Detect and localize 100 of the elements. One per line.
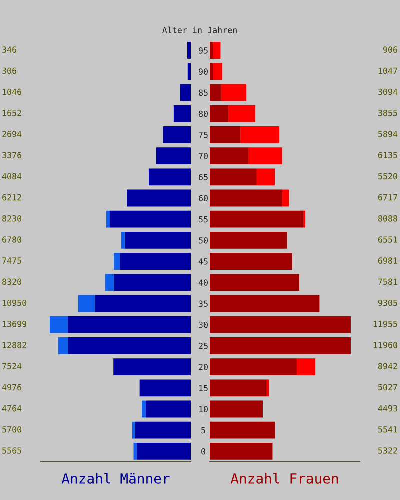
text: 8942 xyxy=(378,363,398,370)
bar xyxy=(121,232,126,249)
bar xyxy=(127,190,191,207)
y-tick-label: 40 xyxy=(198,280,208,286)
bar xyxy=(210,210,304,228)
bar xyxy=(256,168,276,186)
text: 7581 xyxy=(378,278,398,286)
bar xyxy=(68,338,191,354)
y-tick-label: 30 xyxy=(199,322,208,328)
x-axis-title: Anzahl Frauen xyxy=(230,473,338,484)
text: 1046 xyxy=(3,88,22,96)
bar xyxy=(210,358,297,376)
y-tick-label: 15 xyxy=(199,385,208,392)
text: 6981 xyxy=(378,258,398,264)
text: 12882 xyxy=(3,342,26,348)
y-tick-label: 35 xyxy=(199,300,208,308)
bar xyxy=(187,42,191,59)
bar xyxy=(114,358,191,376)
text: 8320 xyxy=(2,278,22,286)
bar xyxy=(210,316,351,334)
bar xyxy=(148,168,191,186)
bar xyxy=(188,63,191,80)
y-tick-label: 45 xyxy=(198,258,208,265)
text: 7524 xyxy=(2,363,22,370)
bar xyxy=(210,380,267,397)
bar xyxy=(210,422,276,439)
text: 4764 xyxy=(2,405,22,412)
bar xyxy=(221,84,247,102)
y-tick-label: 80 xyxy=(199,110,208,118)
bar xyxy=(68,316,191,334)
bar xyxy=(110,210,191,228)
y-tick-label: 65 xyxy=(199,174,208,180)
bar xyxy=(210,295,320,312)
bar xyxy=(50,316,68,334)
text: 6780 xyxy=(2,236,22,243)
bar xyxy=(163,126,191,144)
y-tick-label: 90 xyxy=(199,68,208,75)
text: 6551 xyxy=(378,236,398,243)
bar xyxy=(210,400,264,418)
bar xyxy=(282,190,290,207)
bar xyxy=(180,84,191,102)
y-tick-label: 95 xyxy=(199,48,208,54)
bar xyxy=(58,338,68,354)
bar xyxy=(210,63,214,80)
text: 906 xyxy=(383,46,398,53)
text: 6717 xyxy=(378,194,398,201)
text: 5700 xyxy=(2,426,22,433)
bar xyxy=(95,295,191,312)
y-tick-label: 70 xyxy=(199,153,208,160)
bar xyxy=(210,338,351,354)
bar xyxy=(125,232,191,249)
text: 11955 xyxy=(374,320,398,328)
text: 5322 xyxy=(378,448,398,454)
bar xyxy=(296,358,316,376)
y-tick-label: 55 xyxy=(199,216,208,223)
bar xyxy=(142,400,146,418)
bar xyxy=(135,422,191,439)
bar xyxy=(210,443,273,460)
text: 8230 xyxy=(2,215,22,222)
y-tick-label: 50 xyxy=(199,237,208,244)
bar xyxy=(174,105,191,122)
text: 4493 xyxy=(378,405,398,412)
bar xyxy=(210,148,249,164)
bar xyxy=(78,295,96,312)
bar xyxy=(210,232,288,249)
text: 8088 xyxy=(378,215,398,222)
text: 346 xyxy=(2,46,17,53)
y-tick-label: 25 xyxy=(199,342,208,350)
text: 9305 xyxy=(378,300,398,306)
bar xyxy=(210,190,282,207)
bar xyxy=(105,274,114,292)
text: 10950 xyxy=(3,300,27,306)
text: 3376 xyxy=(2,152,22,158)
bar xyxy=(240,126,280,144)
bar xyxy=(120,253,191,270)
x-axis-title: Anzahl Männer xyxy=(62,473,170,484)
text: 2694 xyxy=(2,131,22,138)
text: 7475 xyxy=(2,258,22,264)
bar xyxy=(132,422,136,439)
y-tick-label: 10 xyxy=(199,406,208,413)
text: 6212 xyxy=(2,194,22,201)
y-tick-label: 75 xyxy=(199,132,208,138)
bar xyxy=(210,274,300,292)
bar xyxy=(210,105,228,122)
text: 11960 xyxy=(374,342,398,348)
text: 4976 xyxy=(2,384,22,391)
bar xyxy=(210,126,241,144)
bar xyxy=(210,253,292,270)
text: 1652 xyxy=(3,110,22,116)
text: 13699 xyxy=(3,320,27,328)
text: 4084 xyxy=(2,173,22,180)
text: 5541 xyxy=(378,426,398,433)
bar xyxy=(114,274,191,292)
text: 5520 xyxy=(378,173,398,180)
y-tick-label: 0 xyxy=(202,448,206,455)
bar xyxy=(213,63,222,80)
bar xyxy=(210,42,214,59)
bar xyxy=(146,400,191,418)
bar xyxy=(213,42,221,59)
bar xyxy=(136,443,191,460)
